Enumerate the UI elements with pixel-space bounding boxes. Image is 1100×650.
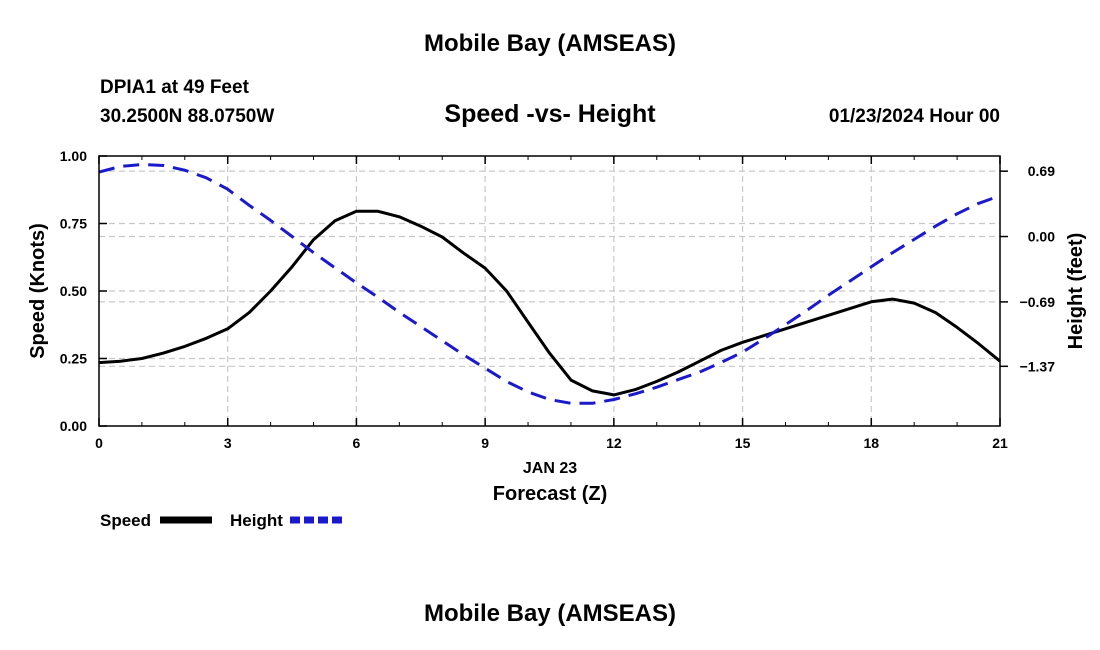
y-right-tick-label: 0.69 xyxy=(1028,163,1055,179)
legend-label-height: Height xyxy=(230,511,283,530)
series-line-speed xyxy=(98,209,1001,397)
y-left-axis-label: Speed (Knots) xyxy=(27,223,49,359)
y-right-tick-label: 0.00 xyxy=(1028,229,1055,245)
chart-title: Speed -vs- Height xyxy=(444,100,656,128)
y-right-tick-label: −1.37 xyxy=(1020,358,1056,374)
series-lines xyxy=(98,163,1001,405)
x-tick-label: 15 xyxy=(735,435,751,451)
forecast-date-label: 01/23/2024 Hour 00 xyxy=(828,106,1000,127)
x-tick-label: 3 xyxy=(224,435,232,451)
x-tick-label: 12 xyxy=(606,435,622,451)
x-axis-label: Forecast (Z) xyxy=(493,483,607,505)
legend: Speed Height xyxy=(100,511,342,530)
axis-labels: 0 3 6 9 12 15 18 21 0.00 0.25 0.50 0.75 1.00 0.69 0.00… xyxy=(27,148,1087,505)
x-tick-label: 18 xyxy=(863,435,879,451)
page-title-top: Mobile Bay (AMSEAS) xyxy=(423,30,677,57)
axis-ticks xyxy=(98,155,1008,427)
x-tick-label: 6 xyxy=(353,435,361,451)
x-tick-label: 21 xyxy=(992,435,1008,451)
y-left-tick-label: 0.00 xyxy=(60,418,87,434)
series-line-height xyxy=(98,163,1001,405)
y-right-tick-label: −0.69 xyxy=(1020,294,1056,310)
page-title-bottom: Mobile Bay (AMSEAS) xyxy=(423,600,677,627)
x-date-label: JAN 23 xyxy=(523,460,577,477)
y-right-axis-label: Height (feet) xyxy=(1065,233,1087,350)
grid-lines xyxy=(99,156,1000,426)
station-label: DPIA1 at 49 Feet xyxy=(100,77,249,98)
y-left-tick-label: 1.00 xyxy=(60,148,87,164)
y-left-tick-label: 0.75 xyxy=(60,216,87,232)
speed-height-chart: 0 3 6 9 12 15 18 21 0.00 0.25 0.50 0.75 1.00 0.69 0.00… xyxy=(27,148,1087,530)
x-tick-label: 0 xyxy=(95,435,103,451)
x-tick-label: 9 xyxy=(481,435,489,451)
y-left-tick-label: 0.50 xyxy=(60,283,87,299)
coordinates-label: 30.2500N 88.0750W xyxy=(100,106,275,127)
y-left-tick-label: 0.25 xyxy=(60,351,87,367)
legend-label-speed: Speed xyxy=(100,511,151,530)
